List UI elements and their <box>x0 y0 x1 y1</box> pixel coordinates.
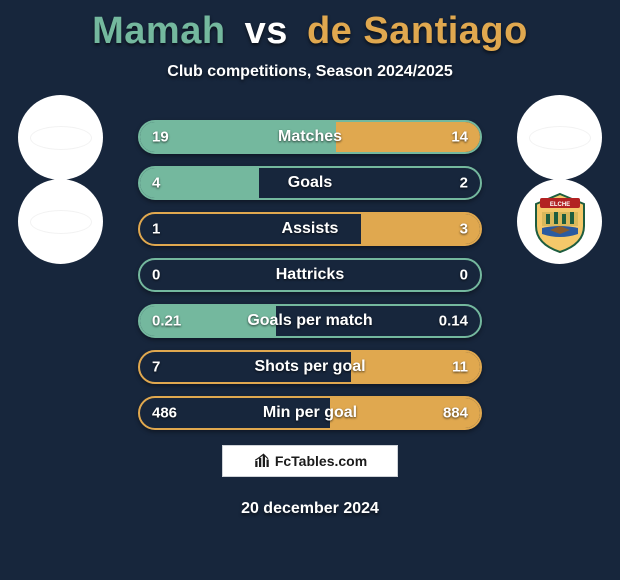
badge-left-bottom <box>18 179 103 264</box>
stat-value-right: 0.14 <box>439 313 468 330</box>
stat-row: 486 884 Min per goal <box>138 396 482 430</box>
report-date: 20 december 2024 <box>0 500 620 518</box>
stat-value-left: 4 <box>152 175 160 192</box>
elche-crest-icon: ELCHE <box>528 190 592 254</box>
stat-value-right: 0 <box>460 267 468 284</box>
stat-value-right: 884 <box>443 405 468 422</box>
stat-label: Matches <box>278 128 342 146</box>
stat-label: Goals per match <box>247 312 372 330</box>
player1-name: Mamah <box>92 10 225 52</box>
brand-badge: FcTables.com <box>222 445 398 477</box>
stat-label: Goals <box>288 174 332 192</box>
stat-label: Min per goal <box>263 404 357 422</box>
stat-label: Assists <box>282 220 339 238</box>
brand-name: FcTables.com <box>275 453 367 469</box>
title-vs: vs <box>245 10 288 52</box>
badge-right-bottom: ELCHE <box>517 179 602 264</box>
placeholder-ellipse-icon <box>31 211 91 233</box>
stat-value-right: 14 <box>451 129 468 146</box>
subtitle: Club competitions, Season 2024/2025 <box>0 63 620 81</box>
bar-chart-icon <box>253 452 271 470</box>
stat-row: 1 3 Assists <box>138 212 482 246</box>
placeholder-ellipse-icon <box>31 127 91 149</box>
stat-row: 4 2 Goals <box>138 166 482 200</box>
stat-label: Hattricks <box>276 266 344 284</box>
stat-value-left: 0.21 <box>152 313 181 330</box>
stat-row: 7 11 Shots per goal <box>138 350 482 384</box>
stat-label: Shots per goal <box>254 358 365 376</box>
stat-value-left: 0 <box>152 267 160 284</box>
stat-value-left: 486 <box>152 405 177 422</box>
badge-right-top <box>517 95 602 180</box>
stat-value-right: 3 <box>460 221 468 238</box>
placeholder-ellipse-icon <box>530 127 590 149</box>
stat-value-left: 1 <box>152 221 160 238</box>
page-title: Mamah vs de Santiago <box>0 0 620 53</box>
stat-value-right: 2 <box>460 175 468 192</box>
stat-row: 0.21 0.14 Goals per match <box>138 304 482 338</box>
stat-value-right: 11 <box>452 359 468 376</box>
stats-container: 19 14 Matches 4 2 Goals 1 3 Assists 0 0 Hattricks 0.… <box>138 120 482 442</box>
stat-row: 19 14 Matches <box>138 120 482 154</box>
stat-value-left: 19 <box>152 129 169 146</box>
stat-row: 0 0 Hattricks <box>138 258 482 292</box>
player2-name: de Santiago <box>307 10 528 52</box>
badge-left-top <box>18 95 103 180</box>
svg-text:ELCHE: ELCHE <box>549 202 569 208</box>
stat-value-left: 7 <box>152 359 160 376</box>
